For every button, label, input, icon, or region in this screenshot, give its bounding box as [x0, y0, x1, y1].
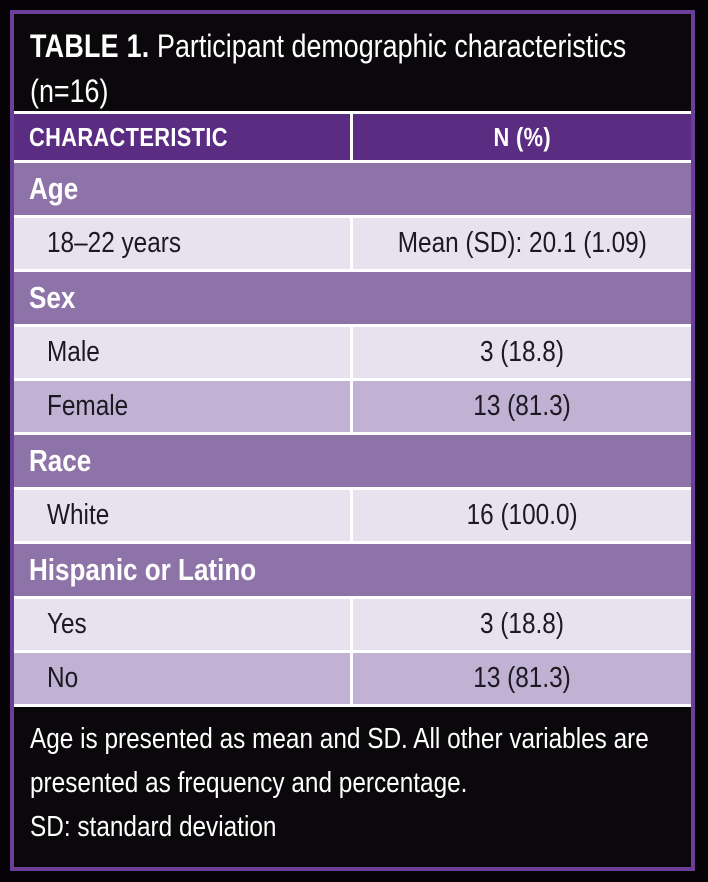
row-label-cell: No: [14, 653, 350, 704]
data-row-male: Male 3 (18.8): [14, 327, 691, 381]
column-divider: [350, 490, 353, 541]
row-label: No: [47, 662, 79, 694]
row-label-cell: Yes: [14, 599, 350, 650]
row-value-cell: 13 (81.3): [353, 653, 691, 704]
table-title-band: TABLE 1. Participant demographic characte…: [14, 14, 691, 114]
row-value: Mean (SD): 20.1 (1.09): [397, 227, 647, 259]
section-cell: Hispanic or Latino: [14, 544, 691, 596]
row-label: Female: [47, 390, 129, 422]
table-title: TABLE 1. Participant demographic characte…: [30, 24, 675, 69]
section-cell: Sex: [14, 272, 691, 324]
sample-size-label: (n=16): [30, 73, 109, 109]
row-value-cell: 13 (81.3): [353, 381, 691, 432]
section-label: Age: [29, 171, 79, 206]
column-divider: [350, 218, 353, 269]
row-label-cell: White: [14, 490, 350, 541]
column-divider: [350, 327, 353, 378]
table-title-line2: (n=16): [30, 69, 675, 114]
row-value: 13 (81.3): [473, 390, 571, 422]
data-row-no: No 13 (81.3): [14, 653, 691, 707]
column-divider: [350, 381, 353, 432]
section-cell: Age: [14, 163, 691, 215]
table-title-text: Participant demographic characteristics: [157, 28, 627, 64]
footnote-line-1: Age is presented as mean and SD. All oth…: [30, 723, 649, 755]
footnote-line-3: SD: standard deviation: [30, 811, 277, 843]
column-header-n-percent: N (%): [493, 121, 551, 152]
section-label: Hispanic or Latino: [29, 552, 257, 587]
section-row-race: Race: [14, 435, 691, 490]
row-value-cell: 16 (100.0): [353, 490, 691, 541]
section-row-age: Age: [14, 163, 691, 218]
column-header-characteristic: CHARACTERISTIC: [29, 121, 228, 152]
table-1-frame: TABLE 1. Participant demographic characte…: [10, 10, 695, 871]
row-value: 3 (18.8): [480, 608, 564, 640]
row-label: Male: [47, 336, 100, 368]
section-cell: Race: [14, 435, 691, 487]
row-label-cell: Male: [14, 327, 350, 378]
table-footnote-band: Age is presented as mean and SD. All oth…: [14, 707, 691, 867]
data-row-yes: Yes 3 (18.8): [14, 599, 691, 653]
row-label: White: [47, 499, 110, 531]
row-value-cell: 3 (18.8): [353, 599, 691, 650]
section-label: Race: [29, 443, 92, 478]
column-header-characteristic-cell: CHARACTERISTIC: [14, 114, 350, 160]
row-label: 18–22 years: [47, 227, 182, 259]
row-value-cell: Mean (SD): 20.1 (1.09): [353, 218, 691, 269]
row-value: 13 (81.3): [473, 662, 571, 694]
column-divider: [350, 653, 353, 704]
row-label: Yes: [47, 608, 87, 640]
row-value: 3 (18.8): [480, 336, 564, 368]
section-row-hispanic-or-latino: Hispanic or Latino: [14, 544, 691, 599]
footnote-line-2: presented as frequency and percentage.: [30, 767, 468, 799]
row-label-cell: 18–22 years: [14, 218, 350, 269]
column-header-row: CHARACTERISTIC N (%): [14, 114, 691, 163]
row-value-cell: 3 (18.8): [353, 327, 691, 378]
table-number-label: TABLE 1.: [30, 28, 150, 64]
data-row-age-range: 18–22 years Mean (SD): 20.1 (1.09): [14, 218, 691, 272]
section-label: Sex: [29, 280, 76, 315]
data-row-white: White 16 (100.0): [14, 490, 691, 544]
row-value: 16 (100.0): [466, 499, 578, 531]
section-row-sex: Sex: [14, 272, 691, 327]
column-header-n-percent-cell: N (%): [353, 114, 691, 160]
data-row-female: Female 13 (81.3): [14, 381, 691, 435]
column-divider: [350, 599, 353, 650]
row-label-cell: Female: [14, 381, 350, 432]
column-divider: [350, 114, 353, 160]
